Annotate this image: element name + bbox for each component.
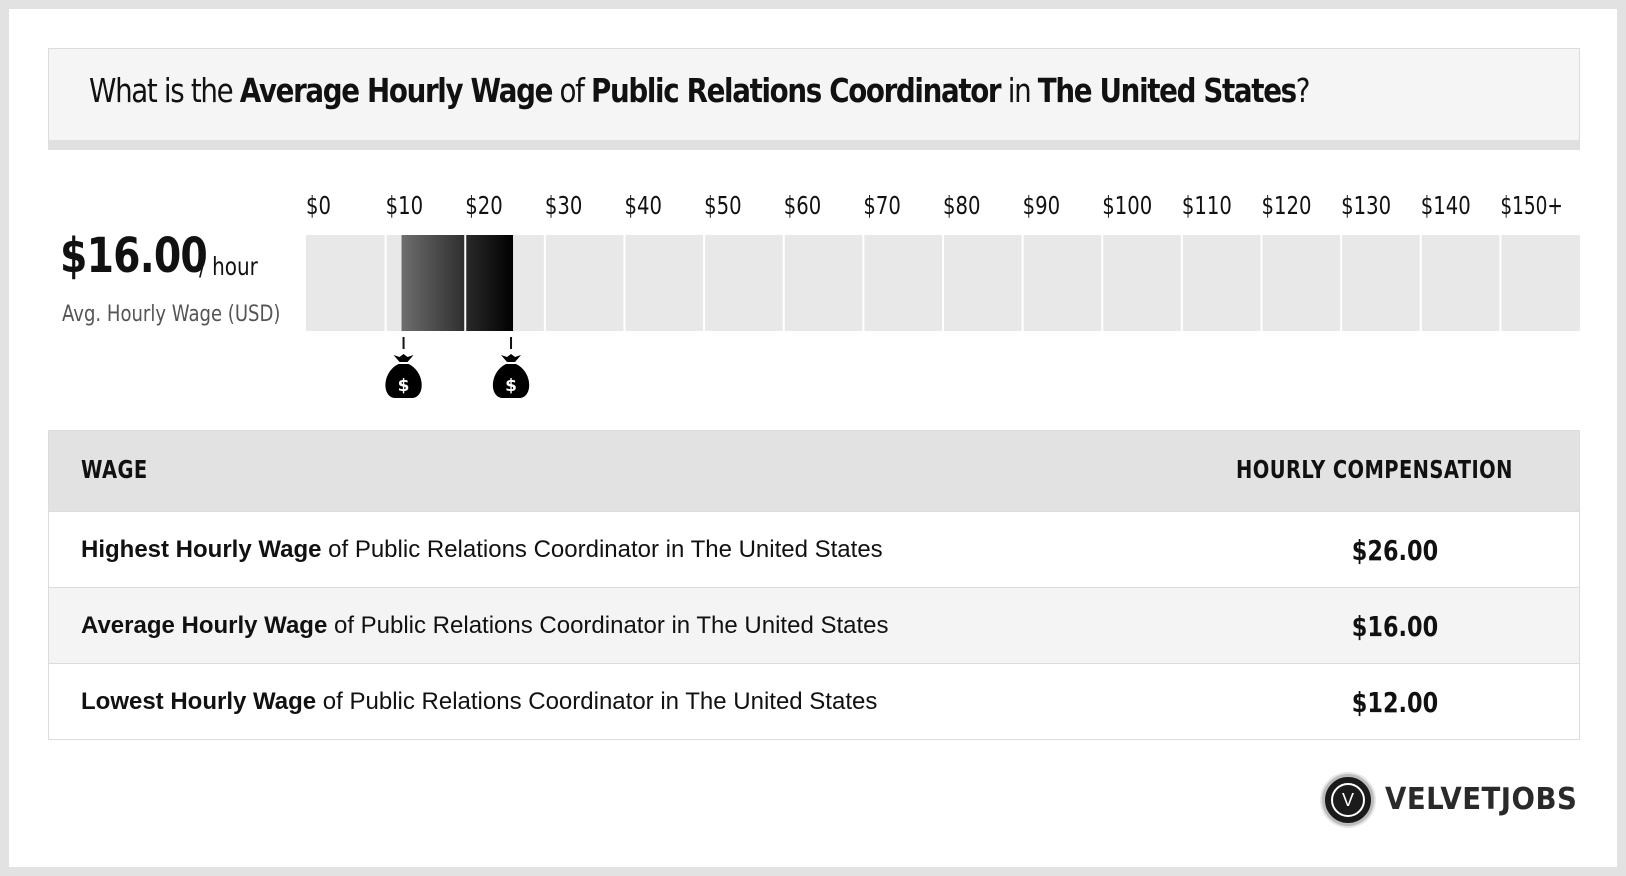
x-tick-label: $110 (1182, 191, 1232, 220)
money-bag-icon: $ (385, 337, 422, 398)
cell-divider (464, 235, 467, 331)
cell-divider (862, 235, 865, 331)
money-bag-icon: $ (492, 337, 530, 398)
logo-badge-icon: V (1322, 774, 1374, 826)
x-tick-label: $150+ (1500, 191, 1563, 220)
table-row-lowest: Lowest Hourly Wage of Public Relations C… (49, 663, 1579, 739)
x-tick-label: $100 (1102, 191, 1152, 220)
table-header: WAGE HOURLY COMPENSATION (49, 431, 1579, 511)
range-bar-segment (401, 235, 465, 331)
cell-divider (623, 235, 626, 331)
cell-divider (1021, 235, 1024, 331)
x-tick-label: $20 (465, 191, 503, 220)
row-label: Lowest Hourly Wage of Public Relations C… (81, 688, 878, 715)
cell-divider (703, 235, 706, 331)
x-tick-label: $120 (1262, 191, 1312, 220)
x-tick-label: $130 (1341, 191, 1391, 220)
x-tick-label: $10 (386, 191, 424, 220)
row-value: $12.00 (1351, 686, 1439, 719)
x-tick-label: $140 (1421, 191, 1471, 220)
cell-divider (1180, 235, 1183, 331)
average-wage-value: $16.00 (60, 228, 208, 284)
row-value: $16.00 (1351, 610, 1439, 643)
cell-divider (1499, 235, 1502, 331)
row-label: Average Hourly Wage of Public Relations … (81, 612, 889, 639)
cell-divider (1419, 235, 1422, 331)
cell-divider (942, 235, 944, 331)
row-value: $26.00 (1351, 534, 1439, 567)
x-tick-label: $40 (625, 191, 663, 220)
header-hourly-compensation: HOURLY COMPENSATION (1236, 455, 1513, 484)
velvetjobs-logo[interactable]: V VELVETJOBS (1320, 772, 1580, 828)
logo-letter: V (1331, 783, 1365, 817)
cell-divider (1340, 235, 1343, 331)
cell-divider (384, 235, 387, 331)
row-label: Highest Hourly Wage of Public Relations … (81, 536, 883, 563)
title-banner: What is the Average Hourly Wage of Publi… (48, 48, 1580, 150)
page-title: What is the Average Hourly Wage of Publi… (89, 71, 1311, 110)
table-row-average: Average Hourly Wage of Public Relations … (49, 587, 1579, 663)
x-tick-label: $80 (943, 191, 981, 220)
x-tick-label: $30 (545, 191, 583, 220)
logo-wordmark: VELVETJOBS (1385, 782, 1578, 817)
cell-divider (782, 235, 785, 331)
x-tick-label: $0 (306, 191, 331, 220)
wage-table: WAGE HOURLY COMPENSATION Highest Hourly … (48, 430, 1580, 740)
dollar-sign-icon: $ (505, 376, 517, 396)
x-tick-label: $90 (1023, 191, 1061, 220)
range-bar-segment (466, 235, 514, 331)
table-row-highest: Highest Hourly Wage of Public Relations … (49, 511, 1579, 587)
x-tick-label: $60 (784, 191, 822, 220)
average-wage-caption: Avg. Hourly Wage (USD) (62, 302, 281, 327)
cell-divider (1101, 235, 1104, 331)
header-wage: WAGE (81, 455, 148, 484)
dollar-sign-icon: $ (398, 376, 410, 396)
cell-divider (543, 235, 546, 331)
average-wage-unit: / hour (199, 252, 258, 281)
x-tick-label: $50 (704, 191, 742, 220)
x-tick-label: $70 (863, 191, 901, 220)
cell-divider (1260, 235, 1263, 331)
wage-range-chart: $0 $10 $20 $30 $40 $50 $60 $70 $80 $90 $100 $110 $12… (306, 191, 1580, 398)
